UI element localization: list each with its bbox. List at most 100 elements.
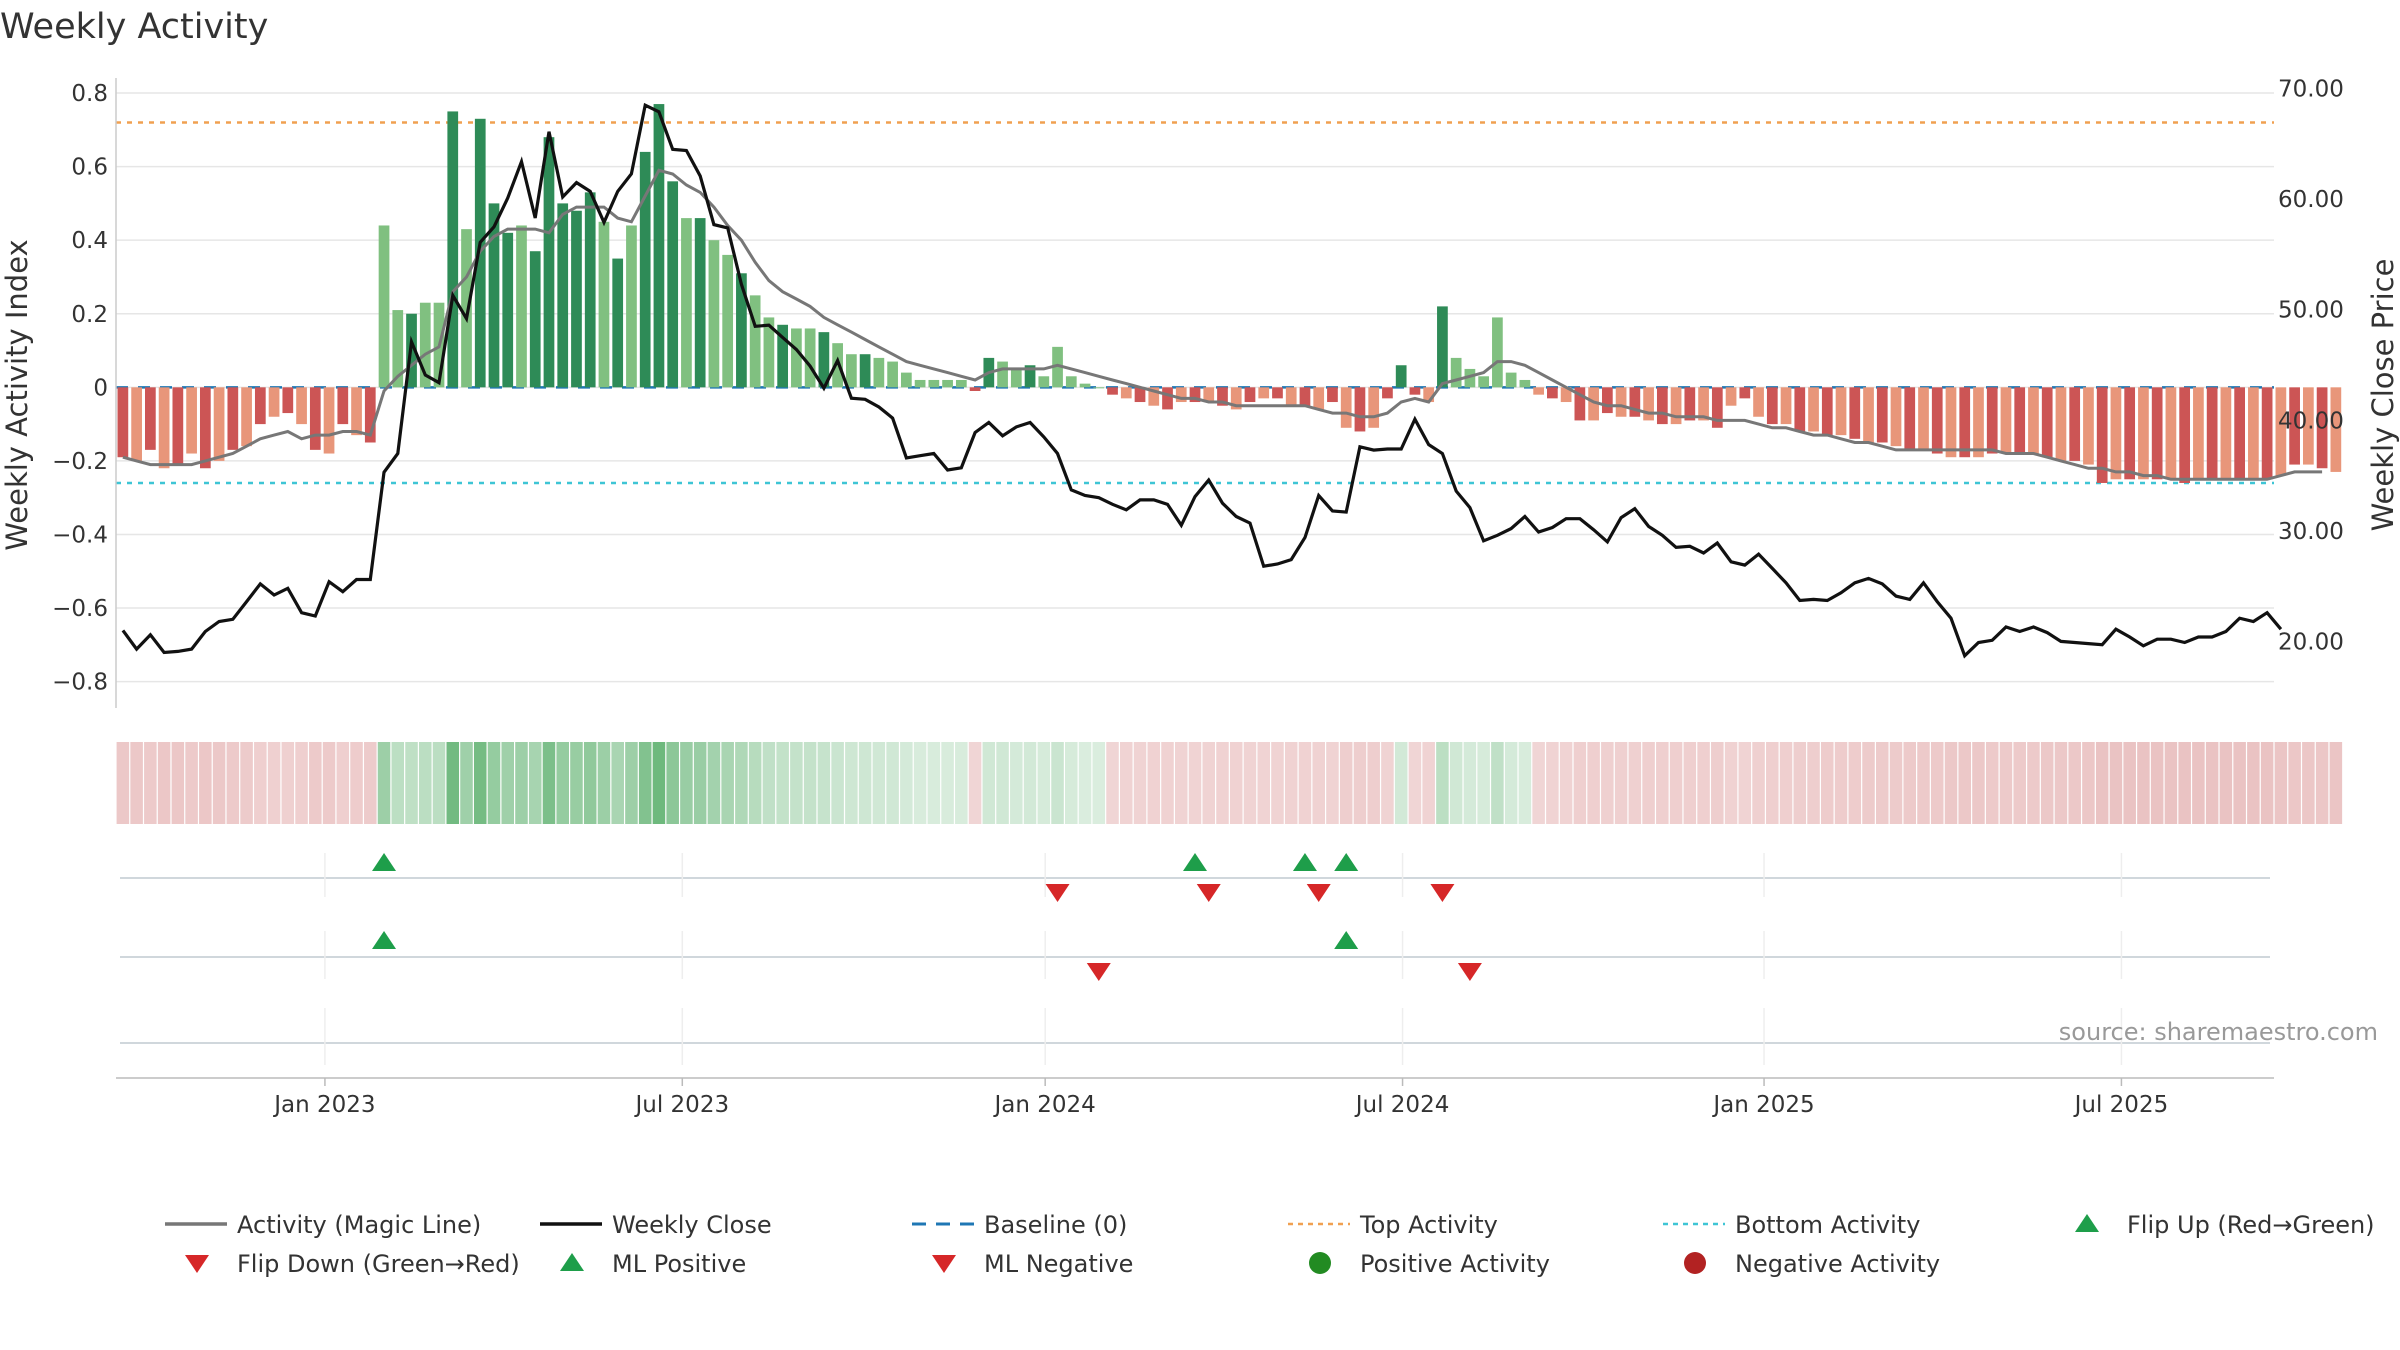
heat-cell: [1051, 742, 1064, 824]
activity-bar: [955, 379, 967, 388]
magic-line: [122, 168, 2323, 481]
legend-label: Negative Activity: [1735, 1250, 1940, 1278]
activity-bar: [1643, 387, 1654, 421]
activity-bar: [1753, 387, 1764, 417]
activity-bar: [1547, 387, 1558, 399]
heat-cell: [1917, 742, 1930, 824]
activity-bar: [2165, 387, 2177, 480]
legend-swatch-up: [560, 1253, 584, 1271]
activity-bar: [928, 379, 940, 388]
activity-bar: [1986, 387, 1998, 454]
heat-cell: [1532, 742, 1545, 824]
heat-cell: [611, 742, 624, 824]
heat-cell: [996, 742, 1009, 824]
heat-cell: [1573, 742, 1587, 824]
heat-cell: [1738, 742, 1752, 824]
heat-cell: [638, 742, 652, 824]
heat-cell: [762, 742, 776, 824]
activity-bar: [1918, 387, 1929, 450]
heat-cell: [528, 742, 542, 824]
activity-bar: [2041, 387, 2053, 458]
heat-cell: [171, 742, 185, 824]
ml-negative-marker: [1457, 963, 1482, 981]
activity-bar: [942, 379, 953, 388]
activity-bar: [1203, 387, 1215, 403]
heat-cell: [707, 742, 721, 824]
heat-cell: [941, 742, 954, 824]
activity-bar: [2124, 387, 2136, 480]
heat-cell: [1408, 742, 1422, 824]
heat-cell: [460, 742, 473, 824]
legend-label: Activity (Magic Line): [237, 1211, 481, 1239]
legend-label: ML Positive: [612, 1250, 746, 1278]
activity-bar: [186, 387, 197, 454]
activity-bar: [1148, 387, 1160, 406]
activity-bar: [117, 387, 129, 458]
heat-cell: [2192, 742, 2205, 824]
flip-down-marker: [1196, 884, 1221, 902]
activity-bar: [1024, 365, 1036, 388]
activity-bar: [763, 317, 775, 388]
heat-cell: [2040, 742, 2054, 824]
heat-cell: [982, 742, 996, 824]
activity-bar: [1519, 379, 1531, 388]
heat-cell: [735, 742, 748, 824]
activity-bar: [529, 251, 541, 388]
heat-cell: [515, 742, 528, 824]
heat-cell: [1106, 742, 1119, 824]
heat-cell: [1271, 742, 1284, 824]
heat-cell: [1394, 742, 1408, 824]
heat-cell: [1862, 742, 1875, 824]
activity-bar: [1931, 387, 1943, 454]
x-tick-label: Jul 2025: [2073, 1092, 2169, 1118]
heat-cell: [1010, 742, 1023, 824]
activity-bar: [1656, 387, 1668, 425]
heat-cell: [1972, 742, 1985, 824]
activity-bar: [887, 361, 898, 388]
heat-cell: [2219, 742, 2233, 824]
activity-bar: [2083, 387, 2094, 465]
heat-cell: [927, 742, 941, 824]
legend-swatch-down: [185, 1255, 209, 1273]
activity-bar: [846, 354, 857, 388]
activity-bar: [722, 254, 734, 388]
legend-label: Flip Down (Green→Red): [237, 1250, 520, 1278]
activity-bar: [1808, 387, 1819, 432]
activity-bar: [1505, 372, 1517, 388]
activity-bar: [392, 310, 404, 388]
y2-tick-label: 60.00: [2278, 187, 2344, 213]
activity-bar: [667, 181, 679, 388]
legend-swatch-down: [932, 1255, 956, 1273]
activity-bar: [1780, 387, 1792, 425]
flip-up-marker: [1334, 853, 1359, 871]
x-tick-label: Jan 2025: [1711, 1092, 1814, 1118]
heat-cell: [968, 742, 982, 824]
heat-cell: [2205, 742, 2219, 824]
activity-bar: [1272, 387, 1283, 399]
activity-bar: [199, 387, 211, 469]
heat-cell: [1065, 742, 1078, 824]
activity-bar: [2193, 387, 2204, 480]
activity-bar: [681, 218, 692, 388]
flip-down-marker: [1045, 884, 1070, 902]
heat-cell: [130, 742, 143, 824]
activity-bar: [1258, 387, 1270, 399]
heat-cell: [1724, 742, 1738, 824]
heat-cell: [1944, 742, 1958, 824]
ml-positive-marker: [1334, 931, 1359, 949]
activity-bar: [2206, 387, 2218, 480]
heat-cell: [1546, 742, 1559, 824]
heat-cell: [1793, 742, 1807, 824]
heat-cell: [1202, 742, 1216, 824]
activity-bar: [268, 387, 280, 417]
activity-bar: [145, 387, 156, 450]
activity-bar: [1107, 387, 1118, 395]
activity-bar: [323, 387, 335, 454]
activity-bar: [1670, 387, 1682, 425]
heat-cell: [1656, 742, 1669, 824]
activity-bar: [1175, 387, 1187, 403]
heat-cell: [1449, 742, 1463, 824]
x-axis: Jan 2023 Jul 2023 Jan 2024 Jul 2024 Jan 2025…: [116, 1077, 2274, 1118]
activity-bar: [241, 387, 252, 447]
